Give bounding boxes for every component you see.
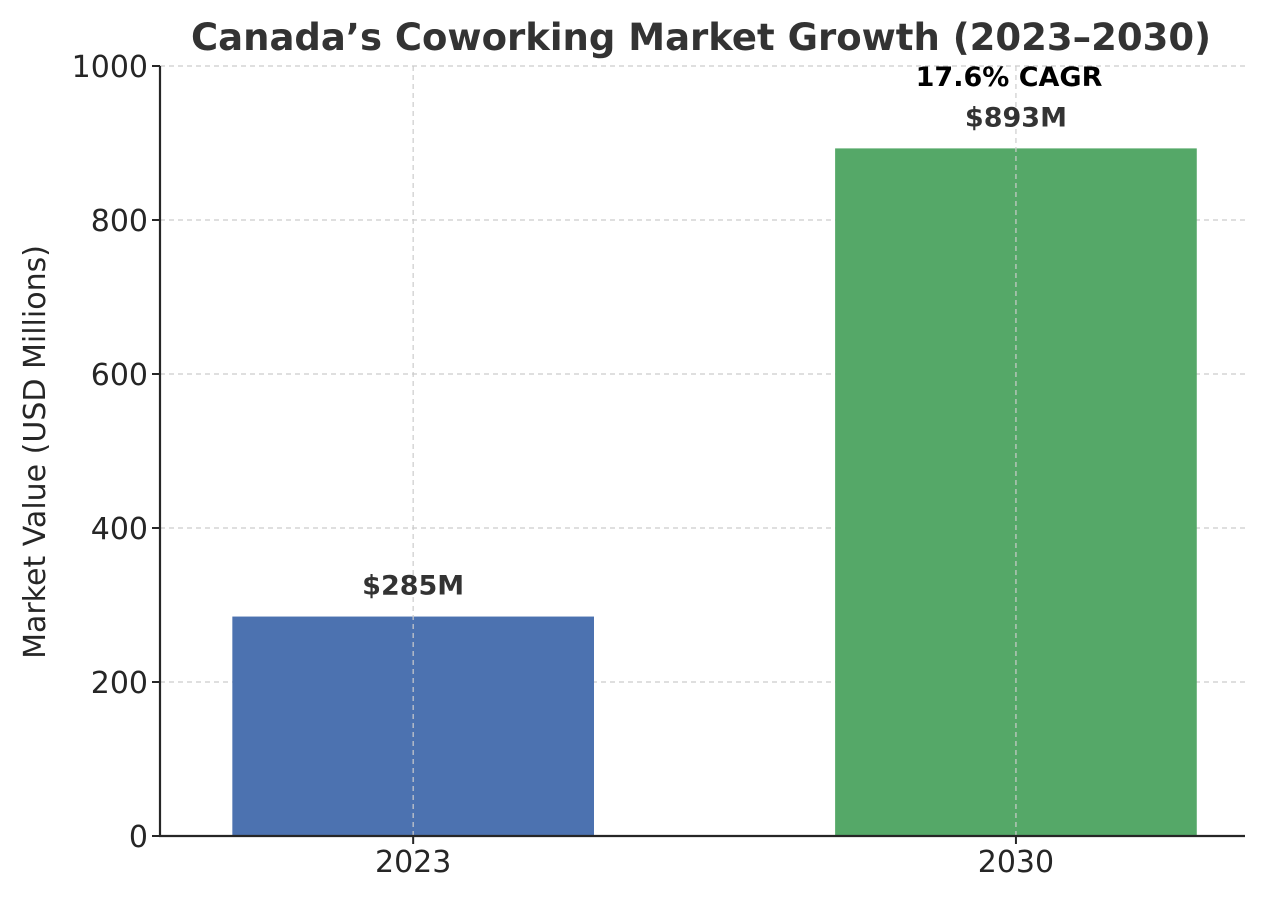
vertical-grid-lines <box>412 66 1017 836</box>
axes <box>158 66 1245 838</box>
cagr-annotation: 17.6% CAGR <box>916 62 1103 93</box>
bars <box>232 148 1197 836</box>
value-labels: $285M $893M <box>362 102 1067 601</box>
y-tick-label: 400 <box>91 512 148 547</box>
tick-labels: 0 200 400 600 800 1000 2023 2030 <box>72 50 1054 880</box>
x-tick-label: 2030 <box>978 845 1054 880</box>
y-tick-label: 800 <box>91 204 148 239</box>
y-tick-label: 0 <box>129 820 148 855</box>
value-label: $285M <box>362 571 464 602</box>
y-tick-label: 600 <box>91 358 148 393</box>
y-tick-label: 200 <box>91 666 148 701</box>
y-axis-label: Market Value (USD Millions) <box>18 245 53 659</box>
chart-title: Canada’s Coworking Market Growth (2023–2… <box>191 16 1211 59</box>
value-label: $893M <box>965 102 1067 133</box>
y-tick-label: 1000 <box>72 50 148 85</box>
x-tick-label: 2023 <box>375 845 451 880</box>
